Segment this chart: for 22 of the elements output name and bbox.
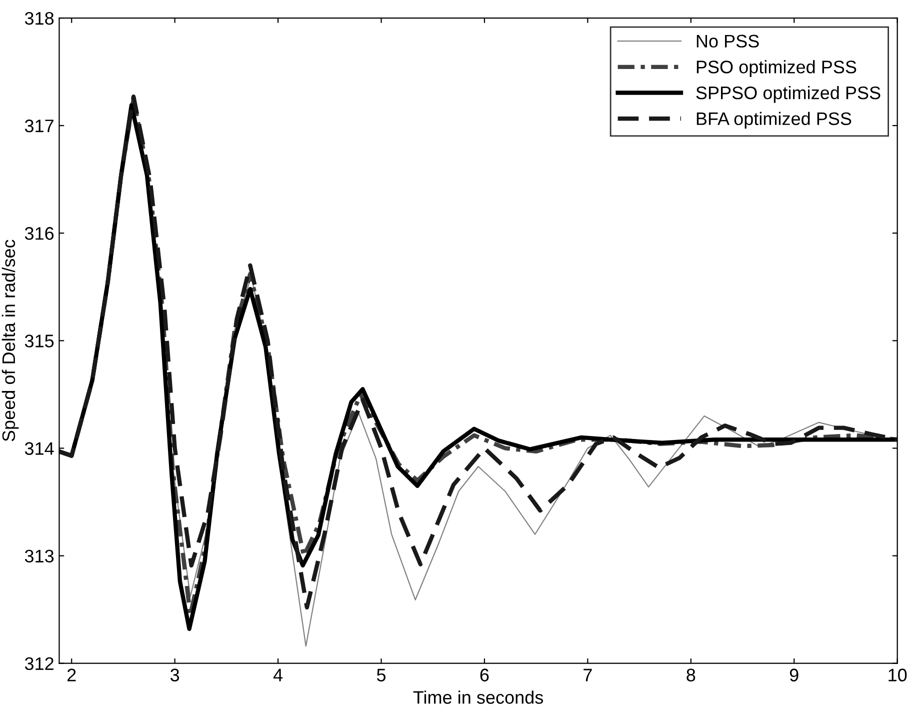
legend-label: No PSS	[696, 34, 759, 48]
x-tick-label: 6	[480, 668, 489, 682]
y-tick-label: 318	[24, 12, 54, 25]
y-tick-label: 313	[24, 550, 54, 562]
y-tick-label: 317	[24, 120, 54, 132]
legend-label: PSO optimized PSS	[696, 60, 856, 77]
y-tick-label: 312	[24, 657, 54, 670]
x-tick-label: 2	[67, 668, 76, 682]
legend-label: SPPSO optimized PSS	[696, 86, 880, 103]
x-tick-label: 3	[170, 668, 180, 682]
x-tick-label: 7	[584, 668, 592, 682]
x-tick-label: 10	[888, 668, 907, 682]
y-tick-label: 316	[24, 227, 54, 240]
x-axis-title: Time in seconds	[413, 690, 544, 704]
y-tick-label: 315	[24, 334, 54, 348]
x-tick-label: 4	[273, 668, 283, 682]
x-tick-label: 9	[790, 668, 798, 682]
y-tick-label: 314	[24, 442, 54, 455]
legend-label: BFA optimized PSS	[696, 112, 852, 129]
x-tick-label: 8	[686, 668, 696, 682]
x-tick-label: 5	[376, 668, 386, 682]
y-axis-title: Speed of Delta in rad/sec	[2, 240, 19, 442]
